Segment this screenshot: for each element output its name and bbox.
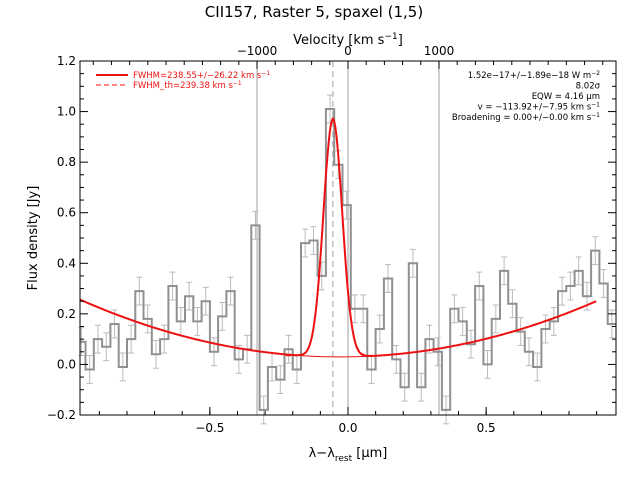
y-tick-label: 0.0 bbox=[57, 357, 76, 371]
annotation-text: v = −113.92+/−7.95 km s−1 bbox=[478, 102, 601, 113]
y-tick-label: 1.0 bbox=[57, 105, 76, 119]
x-tick-label: 0.0 bbox=[338, 421, 357, 435]
y-tick-label: 0.6 bbox=[57, 206, 76, 220]
top-axis-ticks: −1000 0 1000 bbox=[92, 44, 604, 69]
legend-label: FWHM=238.55+/−26.22 km s−1 bbox=[133, 70, 270, 81]
top-tick-label: −1000 bbox=[237, 44, 278, 58]
legend-label: FWHM_th=239.38 km s−1 bbox=[133, 80, 242, 91]
x-tick-label: −0.5 bbox=[195, 421, 224, 435]
y-tick-label: 0.2 bbox=[57, 307, 76, 321]
x-tick-label: 0.5 bbox=[477, 421, 496, 435]
y-tick-label: 0.4 bbox=[57, 256, 76, 270]
y-tick-label: −0.2 bbox=[47, 408, 76, 422]
legend: FWHM=238.55+/−26.22 km s−1FWHM_th=239.38… bbox=[96, 70, 270, 91]
x-axis-label: λ−λrest [μm] bbox=[309, 446, 388, 464]
y-axis-ticks: −0.2 0.0 0.2 0.4 0.6 0.8 1.0 1.2 bbox=[47, 54, 616, 422]
velocity-guide-lines bbox=[256, 61, 440, 415]
x-axis-ticks: −0.5 0.0 0.5 bbox=[98, 407, 598, 435]
top-axis-label: Velocity [km s−1] bbox=[293, 32, 403, 48]
annotation-text: Broadening = 0.00+/−0.00 km s−1 bbox=[452, 112, 600, 123]
gaussian-fit-line bbox=[79, 117, 597, 357]
annotation-text: 1.52e−17+/−1.89e−18 W m−2 bbox=[468, 70, 600, 81]
annotation-text: EQW = 4.16 μm bbox=[532, 92, 600, 102]
annotation-text: 8.02σ bbox=[576, 82, 601, 92]
y-tick-label: 0.8 bbox=[57, 155, 76, 169]
thermal-fit-dashed-line bbox=[285, 117, 380, 357]
top-tick-label: 1000 bbox=[424, 44, 455, 58]
top-tick-label: 0 bbox=[344, 44, 352, 58]
y-axis-label: Flux density [Jy] bbox=[26, 186, 41, 291]
y-tick-label: 1.2 bbox=[57, 54, 76, 68]
chart-title: CII157, Raster 5, spaxel (1,5) bbox=[205, 3, 423, 21]
error-bars bbox=[78, 94, 615, 425]
